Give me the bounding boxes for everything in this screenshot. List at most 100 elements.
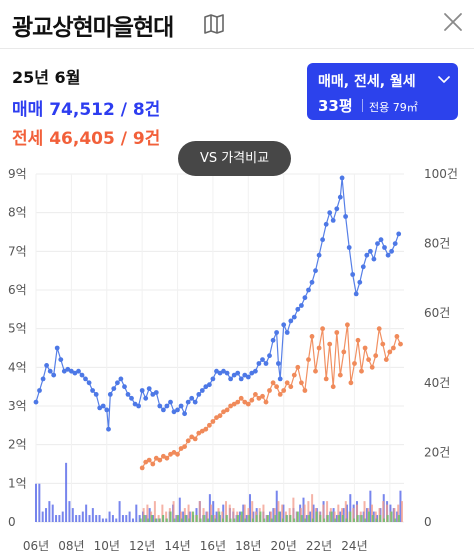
sale-price-point — [253, 368, 258, 374]
y-tick-label-left: 6억 — [8, 283, 27, 297]
lease-price-point — [192, 436, 198, 442]
volume-bar-rent — [386, 515, 389, 522]
sale-price-point — [76, 368, 81, 374]
volume-bar-sale — [252, 511, 255, 522]
sale-price-point — [214, 368, 219, 374]
x-tick-label: 24년 — [341, 539, 367, 553]
volume-bar-sale — [195, 508, 198, 522]
volume-bar-lease — [273, 508, 276, 522]
y-tick-label-left: 2억 — [8, 438, 27, 452]
volume-bar-rent — [214, 518, 217, 522]
x-tick-label: 20년 — [271, 539, 297, 553]
lease-price-point — [345, 322, 350, 328]
lease-price-point — [391, 345, 396, 351]
sale-price-point — [371, 256, 377, 262]
y-axis-right: 100건 80건 60건 40건 20건 0 — [424, 167, 458, 529]
sale-price-point — [357, 279, 363, 285]
vs-compare-button[interactable]: VS 가격비교 — [178, 141, 291, 176]
volume-bar-sale — [148, 508, 151, 522]
volume-bar-sale — [349, 494, 352, 522]
sale-price-point — [40, 376, 46, 382]
lease-price-point — [139, 465, 145, 471]
volume-bar-rent — [397, 515, 400, 522]
sale-price-point — [339, 175, 345, 181]
volume-bar-rent — [143, 515, 146, 522]
volume-bar-lease — [363, 501, 366, 522]
volume-bar-lease — [333, 511, 336, 522]
sale-price-point — [97, 405, 103, 411]
volume-bar-lease — [281, 504, 284, 522]
volume-bar-rent — [353, 518, 356, 522]
volume-bar-sale — [342, 508, 345, 522]
sale-price-point — [238, 376, 244, 382]
lease-price-point — [274, 384, 279, 390]
volume-bar-rent — [139, 518, 142, 522]
y-tick-label-right: 40건 — [424, 376, 450, 390]
volume-bar-rent — [173, 518, 176, 522]
sale-price-point — [150, 392, 156, 397]
volume-bar-lease — [303, 504, 306, 522]
deal-type-filter-button[interactable]: 매매, 전세, 월세 33평 전용 79㎡ — [307, 63, 458, 120]
volume-bar-lease — [341, 508, 344, 522]
sale-price-point — [389, 248, 394, 254]
volume-bar-rent — [233, 518, 236, 522]
volume-bar-lease — [172, 501, 175, 522]
sale-price-point — [199, 388, 205, 393]
sale-price-point — [129, 395, 134, 401]
sale-price-point — [291, 314, 297, 320]
sale-price-point — [79, 372, 85, 378]
volume-bar-rent — [341, 515, 344, 522]
sale-price-point — [100, 403, 106, 409]
lease-price-point — [341, 349, 347, 355]
sale-price-point — [309, 279, 315, 285]
volume-bar-sale — [245, 515, 248, 522]
volume-bar-rent — [236, 515, 239, 522]
sale-price-point — [104, 407, 110, 413]
sale-price-point — [192, 399, 198, 405]
lease-price-point — [288, 384, 294, 390]
sale-price-point — [346, 245, 352, 250]
lease-price-point — [157, 457, 163, 463]
size-label: 33평 — [318, 97, 353, 115]
volume-bar-sale — [215, 511, 218, 522]
lease-price-point — [245, 401, 251, 407]
price-series — [33, 175, 403, 471]
sale-price-point — [33, 399, 39, 405]
lease-price-point — [267, 388, 272, 393]
y-tick-label-left: 4억 — [8, 360, 27, 374]
volume-bar-rent — [184, 515, 187, 522]
x-tick-label: 12년 — [129, 539, 155, 553]
volume-bar-rent — [319, 515, 322, 522]
close-icon[interactable] — [440, 9, 466, 35]
volume-bar-rent — [270, 518, 273, 522]
y-tick-label-left: 1억 — [8, 476, 27, 490]
sale-price-point — [182, 411, 188, 417]
volume-bar-rent — [263, 518, 266, 522]
sale-price-point — [350, 272, 356, 277]
volume-bar-sale — [396, 511, 399, 522]
volume-bar-lease — [374, 511, 377, 522]
volume-bar-rent — [195, 515, 198, 522]
volume-bar-lease — [165, 511, 168, 522]
y-tick-label-left: 5억 — [8, 322, 27, 336]
map-icon[interactable] — [202, 12, 226, 36]
sale-price-point — [343, 214, 348, 219]
volume-bar-lease — [228, 504, 231, 522]
volume-bar-rent — [218, 511, 221, 522]
lease-price-point — [253, 392, 258, 397]
volume-bar-rent — [296, 511, 299, 522]
volume-bar-rent — [244, 518, 247, 522]
lease-price-point — [221, 409, 226, 415]
sale-price-point — [295, 306, 301, 312]
lease-price-point — [309, 334, 315, 339]
volume-bar-sale — [275, 490, 278, 522]
volume-bar-lease — [393, 508, 396, 522]
x-tick-label: 16년 — [200, 539, 226, 553]
lease-price-point — [366, 357, 371, 362]
sale-price-point — [83, 376, 88, 382]
sale-price-point — [249, 370, 255, 376]
volume-bar-sale — [95, 515, 98, 522]
volume-bar-sale — [51, 504, 54, 522]
sale-price-point — [277, 376, 283, 382]
volume-bar-lease — [311, 494, 314, 522]
